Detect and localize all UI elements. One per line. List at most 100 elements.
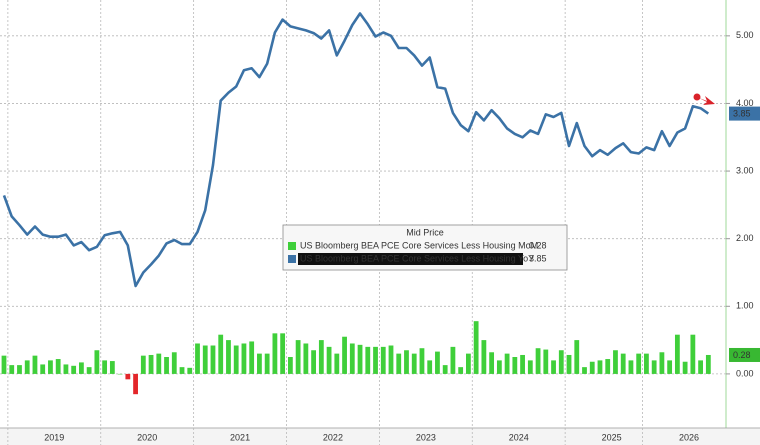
bar xyxy=(566,354,572,374)
bar xyxy=(303,343,309,374)
bar xyxy=(264,353,270,374)
bar xyxy=(164,357,169,374)
bar xyxy=(280,333,286,374)
bar xyxy=(349,343,355,374)
bar xyxy=(388,345,394,374)
bar xyxy=(326,346,332,374)
bar xyxy=(357,344,363,374)
bar xyxy=(512,357,518,374)
bar xyxy=(466,353,471,374)
x-tick-label: 2024 xyxy=(509,432,529,442)
bar xyxy=(233,345,239,374)
bar xyxy=(24,360,30,374)
bar xyxy=(295,340,301,374)
bar xyxy=(574,340,580,374)
bar xyxy=(156,353,162,374)
legend-value: 3.85 xyxy=(529,253,547,263)
y-tick-label: 0.00 xyxy=(736,368,754,378)
bar xyxy=(659,352,665,374)
bar xyxy=(504,353,510,374)
bar xyxy=(187,367,193,374)
bar xyxy=(17,365,22,374)
x-tick-label: 2020 xyxy=(137,432,157,442)
bar xyxy=(667,360,673,374)
bar xyxy=(342,336,347,374)
bar xyxy=(318,340,324,374)
bar xyxy=(473,321,479,374)
y-tick-label: 3.00 xyxy=(736,165,754,175)
bar xyxy=(1,355,7,374)
bar xyxy=(396,353,402,374)
bar xyxy=(373,346,378,374)
legend-highlight xyxy=(298,253,523,265)
bar xyxy=(597,360,603,374)
bar xyxy=(535,348,541,374)
last-value-badge xyxy=(729,106,760,121)
bar xyxy=(55,359,61,374)
bar xyxy=(195,343,200,374)
last-value-label: 3.85 xyxy=(733,108,751,118)
bar xyxy=(605,359,611,374)
bar xyxy=(620,353,626,374)
bar xyxy=(582,367,587,374)
bar xyxy=(40,364,46,374)
bar xyxy=(558,350,564,374)
bar xyxy=(334,353,340,374)
bar xyxy=(427,360,433,374)
legend-label: US Bloomberg BEA PCE Core Services Less … xyxy=(300,240,538,250)
bar xyxy=(210,345,216,374)
bar xyxy=(179,367,185,374)
bar xyxy=(86,367,92,374)
bar xyxy=(257,353,262,374)
bar xyxy=(411,353,417,374)
bar xyxy=(404,350,409,374)
bar xyxy=(109,361,115,374)
bar xyxy=(171,352,177,374)
bar xyxy=(613,350,618,374)
bar xyxy=(249,341,255,374)
bar xyxy=(690,334,696,374)
annotation-arrowhead xyxy=(699,96,715,105)
bar xyxy=(140,355,146,374)
x-tick-label: 2026 xyxy=(679,432,699,442)
bar xyxy=(419,348,425,374)
bar xyxy=(435,351,440,374)
bar xyxy=(636,353,642,374)
bar xyxy=(32,355,38,374)
bar xyxy=(226,340,231,374)
bar xyxy=(520,354,525,374)
last-value-badge xyxy=(729,347,760,362)
bar xyxy=(442,365,448,374)
bar xyxy=(380,346,386,374)
line xyxy=(2,12,710,288)
bar xyxy=(241,343,247,374)
marks xyxy=(1,12,711,395)
bar xyxy=(644,353,649,374)
bar xyxy=(589,361,595,374)
annotation-dot xyxy=(693,93,701,101)
bar xyxy=(682,361,688,374)
bar xyxy=(311,350,316,374)
bar xyxy=(551,360,556,374)
bar xyxy=(698,360,703,374)
legend: Mid Price US Bloomberg BEA PCE Core Serv… xyxy=(282,224,568,271)
bar xyxy=(705,354,711,374)
bar xyxy=(450,346,456,374)
x-tick-label: 2025 xyxy=(602,432,622,442)
bar xyxy=(674,334,680,374)
bar xyxy=(365,346,371,374)
bar xyxy=(94,350,100,374)
x-tick-label: 2022 xyxy=(323,432,343,442)
x-tick-label: 2023 xyxy=(416,432,436,442)
bar xyxy=(48,360,53,374)
x-tick-label: 2019 xyxy=(44,432,64,442)
bar xyxy=(63,364,69,374)
bar xyxy=(651,360,657,374)
plot-area xyxy=(0,0,726,428)
legend-swatch xyxy=(288,242,296,250)
bar xyxy=(527,360,533,374)
legend-swatch xyxy=(288,255,296,263)
bar xyxy=(102,360,108,374)
bar xyxy=(79,362,84,374)
bar xyxy=(628,360,634,374)
